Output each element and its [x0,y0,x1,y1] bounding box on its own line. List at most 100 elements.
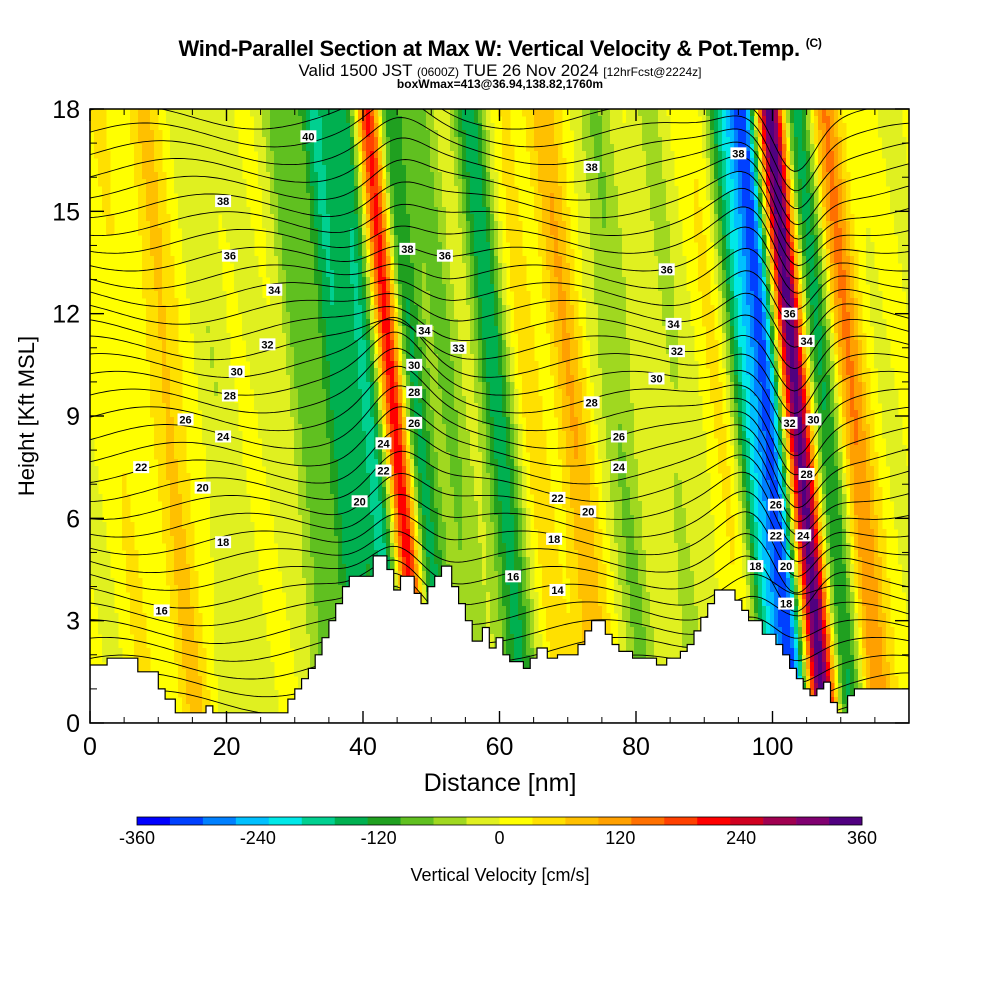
field-cell [394,515,399,523]
field-cell [318,340,323,348]
field-cell [326,319,331,327]
field-cell [290,438,295,446]
field-cell [202,270,207,278]
field-cell [286,151,291,159]
field-cell [222,109,227,117]
field-cell [374,158,379,166]
field-cell [314,298,319,306]
field-cell [230,508,235,516]
field-cell [314,599,319,607]
field-cell [330,123,335,131]
field-cell [182,424,187,432]
field-cell [298,515,303,523]
field-cell [294,550,299,558]
field-cell [170,326,175,334]
field-cell [398,284,403,292]
field-cell [102,627,107,635]
field-cell [262,354,267,362]
field-cell [322,361,327,369]
field-cell [302,242,307,250]
field-cell [190,214,195,222]
field-cell [218,522,223,530]
field-cell [370,375,375,383]
field-cell [258,277,263,285]
field-cell [294,389,299,397]
field-cell [230,571,235,579]
field-cell [226,228,231,236]
field-cell [210,235,215,243]
field-cell [250,683,255,691]
field-cell [202,333,207,341]
field-cell [202,263,207,271]
field-cell [282,214,287,222]
field-cell [190,186,195,194]
field-cell [278,354,283,362]
field-cell [302,207,307,215]
field-cell [362,564,367,572]
field-cell [310,179,315,187]
field-cell [186,179,191,187]
field-cell [302,165,307,173]
field-cell [178,438,183,446]
field-cell [286,466,291,474]
field-cell [138,207,143,215]
field-cell [262,375,267,383]
field-cell [218,466,223,474]
field-cell [326,382,331,390]
field-cell [210,172,215,180]
field-cell [306,431,311,439]
field-cell [230,480,235,488]
field-cell [210,445,215,453]
field-cell [254,284,259,292]
field-cell [270,438,275,446]
field-cell [398,207,403,215]
field-cell [278,123,283,131]
field-cell [178,144,183,152]
field-cell [246,683,251,691]
field-cell [262,207,267,215]
field-cell [386,480,391,488]
field-cell [226,655,231,663]
field-cell [210,459,215,467]
field-cell [146,200,151,208]
field-cell [278,312,283,320]
field-cell [290,382,295,390]
field-cell [126,529,131,537]
field-cell [390,354,395,362]
field-cell [346,235,351,243]
field-cell [198,242,203,250]
field-cell [298,368,303,376]
field-cell [382,487,387,495]
field-cell [342,242,347,250]
field-cell [306,172,311,180]
field-cell [258,151,263,159]
field-cell [302,389,307,397]
field-cell [326,620,331,628]
field-cell [298,487,303,495]
field-cell [358,179,363,187]
field-cell [238,606,243,614]
field-cell [190,298,195,306]
field-cell [390,382,395,390]
field-cell [190,228,195,236]
field-cell [154,249,159,257]
field-cell [90,487,95,495]
field-cell [350,319,355,327]
field-cell [310,312,315,320]
field-cell [298,270,303,278]
field-cell [306,165,311,173]
field-cell [302,298,307,306]
field-cell [338,277,343,285]
field-cell [130,116,135,124]
field-cell [254,403,259,411]
field-cell [170,340,175,348]
field-cell [106,641,111,649]
field-cell [350,207,355,215]
field-cell [166,529,171,537]
field-cell [298,452,303,460]
field-cell [150,214,155,222]
field-cell [94,137,99,145]
field-cell [330,368,335,376]
field-cell [266,263,271,271]
field-cell [258,424,263,432]
